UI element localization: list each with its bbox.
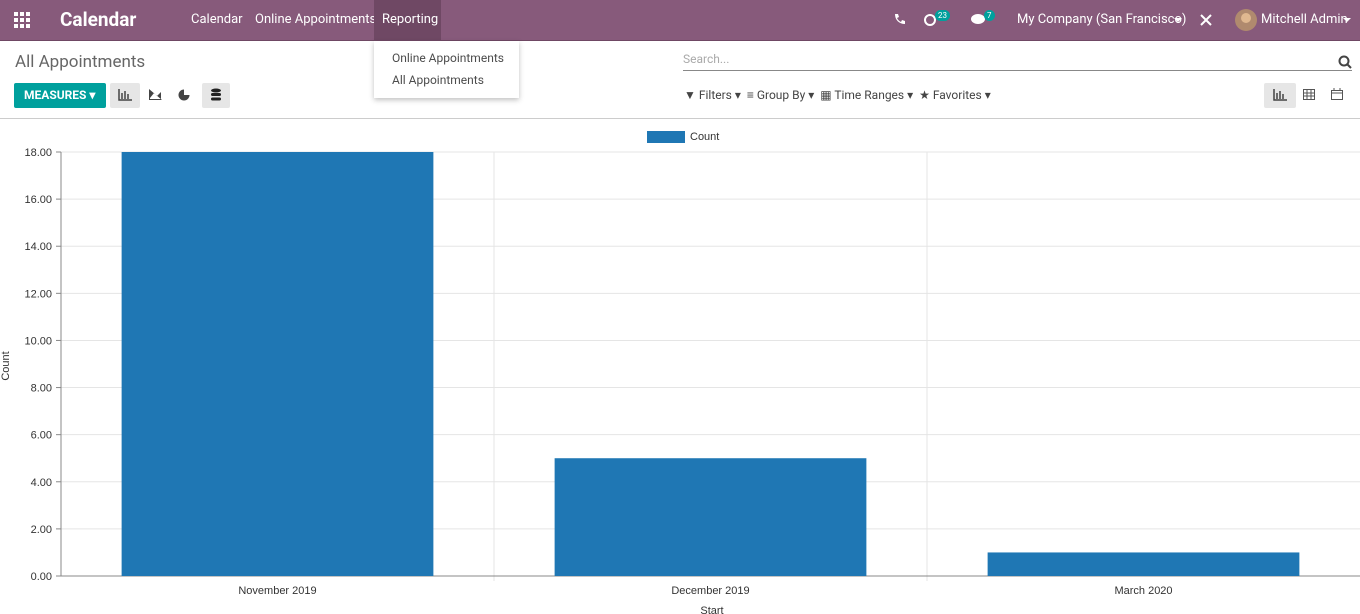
graph-icon <box>1273 89 1287 101</box>
calendar-icon[interactable] <box>1331 88 1343 100</box>
measures-label: MEASURES <box>24 88 87 102</box>
menu-active <box>374 0 441 40</box>
y-tick-label: 0.00 <box>31 571 52 583</box>
search-options: ▼ Filters ▾ ≡ Group By ▾ ▦ Time Ranges ▾… <box>684 88 991 102</box>
debug-icon[interactable] <box>1200 14 1212 26</box>
x-tick-label: March 2020 <box>1114 585 1172 597</box>
menu[interactable]: Online Appointments <box>255 12 377 27</box>
y-tick-label: 2.00 <box>31 524 52 536</box>
navbar: Calendar Calendar Online Appointments Re… <box>0 0 1360 41</box>
y-tick-label: 4.00 <box>31 477 52 489</box>
y-axis-title: Count <box>0 351 12 380</box>
caret <box>1343 18 1351 22</box>
user-menu[interactable]: Mitchell Admin <box>1261 12 1348 27</box>
bar <box>554 458 867 576</box>
y-tick-label: 14.00 <box>24 241 52 253</box>
company-switcher[interactable]: My Company (San Francisco) <box>1017 12 1187 27</box>
search-icon[interactable] <box>1338 55 1352 69</box>
y-tick-label: 8.00 <box>31 383 52 395</box>
y-tick-label: 12.00 <box>24 288 52 300</box>
legend-swatch <box>647 131 685 143</box>
y-tick-label: 6.00 <box>31 430 52 442</box>
phone-icon[interactable] <box>893 13 905 25</box>
x-tick-label: December 2019 <box>671 585 749 597</box>
pivot-icon[interactable] <box>1303 89 1315 100</box>
breadcrumb: All Appointments <box>15 52 146 72</box>
x-tick-label: November 2019 <box>238 585 316 597</box>
bar <box>121 152 434 576</box>
chat-icon[interactable] <box>971 13 987 27</box>
divider <box>0 118 1360 119</box>
legend-label: Count <box>690 131 719 143</box>
activity-icon[interactable] <box>924 13 938 27</box>
filter-menu[interactable]: ≡ Group By ▾ <box>746 88 815 102</box>
label: Filters <box>698 88 732 102</box>
chart: Count Start 0.00 2.00 4.00 6.00 8.00 10.00 12.… <box>0 131 1360 614</box>
pie-icon[interactable] <box>178 89 190 101</box>
dropdown-item[interactable]: All Appointments <box>392 73 484 87</box>
label: Favorites <box>932 88 982 102</box>
label: Time Ranges <box>834 88 905 102</box>
stack-icon <box>211 88 221 101</box>
bar <box>987 552 1300 576</box>
activity-badge: 23 <box>935 10 950 21</box>
filter-menu[interactable]: ★ Favorites ▾ <box>919 88 991 102</box>
search-underline <box>683 70 1352 71</box>
menu[interactable]: Reporting <box>382 12 439 27</box>
bar-icon <box>118 89 132 101</box>
dropdown-item[interactable]: Online Appointments <box>392 51 504 65</box>
search-input[interactable]: Search... <box>683 52 730 66</box>
caret <box>1174 18 1182 22</box>
label: Group By <box>756 88 806 102</box>
line-icon[interactable] <box>148 89 162 101</box>
menu[interactable]: Calendar <box>191 12 243 27</box>
avatar[interactable] <box>1234 8 1258 32</box>
y-tick-label: 16.00 <box>24 194 52 206</box>
dropdown: Online Appointments All Appointments <box>374 41 519 98</box>
y-tick-label: 10.00 <box>24 335 52 347</box>
filter-menu[interactable]: ▼ Filters ▾ <box>684 88 741 102</box>
filter-menu[interactable]: ▦ Time Ranges ▾ <box>820 88 914 102</box>
apps-icon[interactable] <box>14 12 30 28</box>
chat-badge: 7 <box>984 10 995 21</box>
app-name: Calendar <box>60 8 137 31</box>
measures-button[interactable]: MEASURES ▾ <box>14 83 106 108</box>
y-tick-label: 18.00 <box>24 147 52 159</box>
x-axis-title: Start <box>700 605 723 614</box>
